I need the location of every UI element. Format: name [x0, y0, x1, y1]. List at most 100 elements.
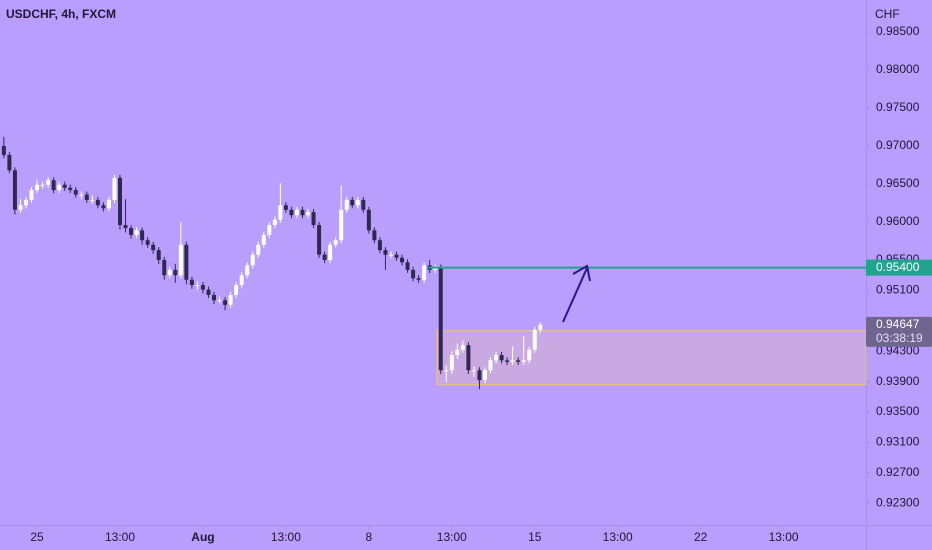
candle-body: [488, 360, 493, 371]
candle-body: [134, 230, 139, 235]
candle-body: [95, 199, 100, 206]
candle-body: [306, 212, 311, 216]
y-tick-label: 0.98500: [876, 24, 920, 38]
candle-body: [145, 240, 150, 245]
candle-body: [151, 244, 156, 251]
candle-body: [40, 184, 45, 186]
candle-body: [538, 324, 543, 330]
candle-body: [129, 228, 134, 235]
candle-body: [383, 250, 388, 255]
candle-body: [200, 285, 205, 290]
y-tick-label: 0.92700: [876, 465, 920, 479]
candle-body: [272, 219, 277, 226]
candle-body: [294, 209, 299, 216]
x-tick-label: 13:00: [769, 530, 799, 544]
candle-body: [267, 225, 272, 235]
candle-body: [90, 199, 95, 201]
candle-body: [7, 155, 12, 171]
candle-body: [499, 355, 504, 361]
candle-body: [372, 230, 377, 241]
x-tick-label: 8: [366, 530, 373, 544]
x-tick-label: Aug: [191, 530, 214, 544]
candle-body: [245, 265, 250, 276]
last-price-label: 0.94647: [876, 317, 920, 331]
level-label-bg: [866, 259, 932, 276]
candle-body: [206, 289, 211, 295]
x-tick-label: 15: [528, 530, 542, 544]
candle-body: [527, 349, 532, 361]
x-tick-label: 25: [30, 530, 44, 544]
candle-body: [167, 269, 172, 276]
candle-body: [438, 267, 443, 371]
candle-body: [212, 294, 217, 301]
arrow-head: [572, 264, 591, 282]
y-tick-label: 0.97000: [876, 138, 920, 152]
candle-body: [433, 267, 438, 270]
candle-body: [79, 194, 84, 196]
candle-body: [156, 250, 161, 260]
candle-body: [300, 209, 305, 216]
candle-body: [460, 345, 465, 350]
candle-body: [422, 265, 427, 280]
arrow-shaft: [562, 267, 588, 323]
x-tick-label: 22: [694, 530, 708, 544]
y-tick-label: 0.95100: [876, 283, 920, 297]
x-tick-label: 13:00: [603, 530, 633, 544]
candle-body: [57, 184, 62, 191]
candle-body: [112, 177, 117, 200]
candle-body: [400, 257, 405, 263]
level-label: 0.95400: [876, 260, 920, 274]
candle-body: [101, 205, 106, 209]
y-tick-label: 0.93100: [876, 435, 920, 449]
candle-body: [322, 254, 327, 260]
candle-body: [344, 199, 349, 210]
y-tick-label: 0.96000: [876, 214, 920, 228]
candle-body: [189, 279, 194, 286]
candle-body: [12, 170, 17, 210]
candle-body: [35, 184, 40, 191]
candle-body: [195, 285, 200, 287]
y-tick-label: 0.93900: [876, 374, 920, 388]
candle-body: [278, 205, 283, 220]
candle-body: [333, 240, 338, 245]
y-tick-label: 0.93500: [876, 404, 920, 418]
candle-body: [505, 360, 510, 362]
candle-body: [449, 355, 454, 371]
y-tick-label: 0.92300: [876, 495, 920, 509]
candle-body: [355, 199, 360, 206]
candle-body: [388, 254, 393, 256]
countdown-label: 03:38:19: [876, 331, 923, 345]
candle-body: [455, 349, 460, 356]
candle-body: [23, 199, 28, 206]
arrow: [562, 264, 591, 323]
candle-body: [184, 244, 189, 280]
chart-title: USDCHF, 4h, FXCM: [6, 7, 116, 21]
candle-body: [477, 370, 482, 381]
candle-body: [29, 190, 34, 200]
candle-body: [361, 199, 366, 210]
candle-body: [217, 300, 222, 302]
candle-body: [521, 360, 526, 362]
candle-body: [494, 355, 499, 361]
candle-body: [339, 209, 344, 241]
y-tick-label: 0.97500: [876, 100, 920, 114]
plot-area: [1, 136, 867, 390]
candle-body: [239, 275, 244, 286]
candle-body: [466, 345, 471, 371]
y-tick-label: 0.94300: [876, 343, 920, 357]
candle-body: [510, 360, 515, 362]
candle-body: [283, 205, 288, 210]
candle-body: [416, 278, 421, 280]
candle-body: [1, 145, 6, 156]
candle-body: [51, 180, 56, 191]
candle-body: [405, 262, 410, 270]
candle-body: [106, 199, 111, 209]
candle-body: [234, 285, 239, 295]
y-tick-label: 0.96500: [876, 176, 920, 190]
candle-body: [377, 240, 382, 251]
x-tick-label: 13:00: [437, 530, 467, 544]
candle-body: [311, 212, 316, 226]
candle-body: [178, 244, 183, 276]
